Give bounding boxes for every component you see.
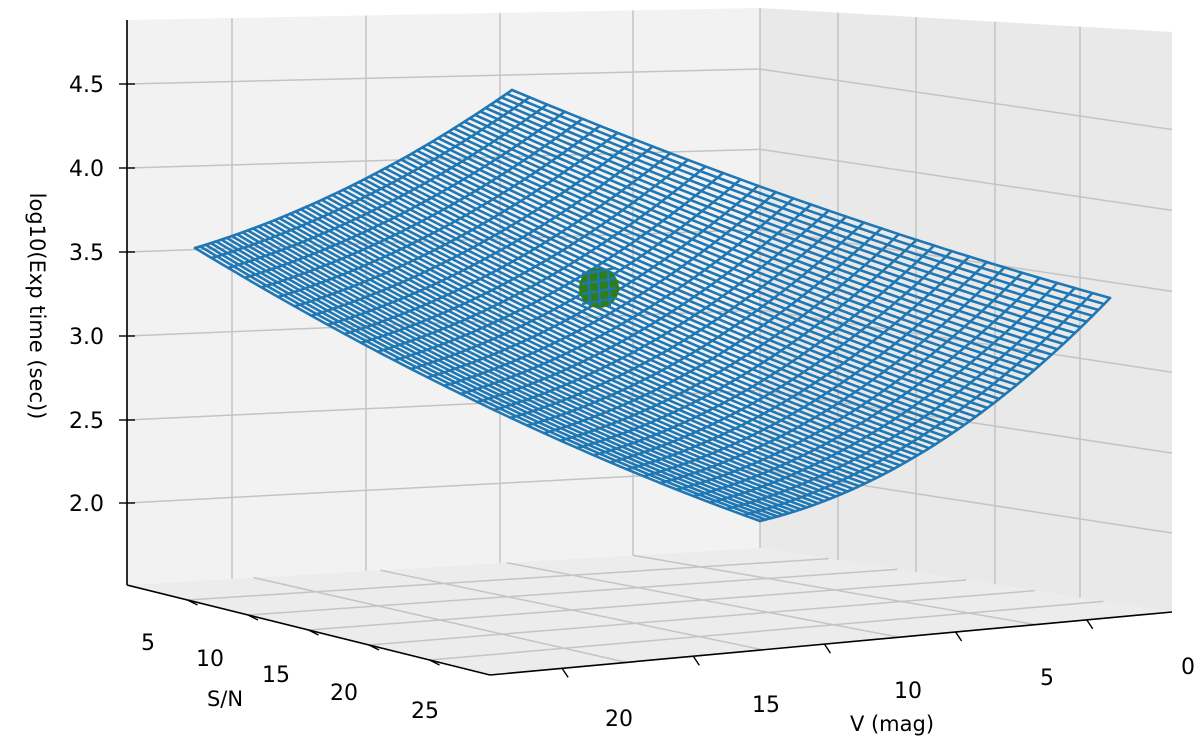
mesh-line (692, 276, 1041, 498)
x-tick-mark (692, 655, 700, 666)
mesh-line (742, 291, 1094, 517)
mesh-line (625, 255, 971, 471)
z-tick-label: 2.5 (69, 409, 104, 434)
mesh-line (443, 190, 778, 387)
pane-grid-line (126, 68, 761, 85)
mesh-line (526, 221, 866, 427)
y-tick-mark (187, 599, 198, 606)
y-tick-label: 10 (196, 647, 224, 672)
mesh-line (758, 296, 1112, 523)
z-tick-label: 4.5 (69, 73, 104, 98)
z-tick-label: 3.0 (69, 325, 104, 350)
x-axis-line (489, 611, 1173, 676)
y-tick-label: 15 (262, 663, 290, 688)
mesh-line (509, 215, 848, 420)
pane-grid-line (633, 554, 1036, 626)
x-tick-mark (1086, 619, 1094, 630)
pane-grid-line (308, 579, 967, 631)
mesh-line (675, 271, 1024, 491)
mesh-line (476, 203, 813, 404)
pane-grid-line (759, 148, 1173, 212)
mesh-line (226, 103, 549, 270)
x-axis-label: V (mag) (850, 712, 934, 736)
pane-grid-line (126, 468, 761, 504)
pane-grid-line (759, 68, 1173, 131)
x-axis-ticks: 20 15 10 5 0 (561, 619, 1195, 732)
z-tick-label: 2.0 (69, 492, 104, 517)
mesh-line (193, 88, 514, 250)
pane-grid-line (126, 228, 761, 253)
mesh-line (376, 165, 707, 353)
y-tick-mark (308, 629, 319, 636)
mesh-line (642, 260, 989, 478)
y-tick-mark (368, 644, 380, 651)
mesh-line (260, 117, 584, 289)
x-tick-label: 15 (752, 693, 780, 718)
mesh-line (276, 124, 602, 299)
mesh-line (343, 151, 672, 336)
surface-mesh (193, 88, 1112, 523)
mesh-line (210, 96, 531, 260)
mesh-line (326, 145, 654, 327)
mesh-line (393, 171, 725, 362)
mesh-line (609, 249, 953, 464)
pane-grid-line (380, 569, 763, 651)
z-tick-label: 3.5 (69, 241, 104, 266)
mesh-line (459, 197, 795, 396)
x-tick-label: 5 (1040, 666, 1054, 691)
mesh-line (725, 286, 1077, 511)
pane-grid-line (253, 576, 627, 664)
marker-mesh-overlay (581, 266, 617, 307)
mesh-line (293, 131, 619, 308)
mesh-line (492, 209, 830, 412)
x-tick-label: 10 (894, 679, 922, 704)
mesh-line (359, 158, 690, 345)
mesh-line (592, 244, 936, 457)
y-axis-label: S/N (207, 687, 243, 711)
mesh-line (575, 238, 918, 450)
mesh-line (409, 178, 742, 371)
y-tick-mark (429, 659, 440, 666)
pane-grid-line (368, 589, 1035, 646)
z-axis-ticks: 2.0 2.5 3.0 3.5 4.0 4.5 (69, 73, 135, 517)
y-tick-label: 25 (411, 699, 439, 724)
x-tick-mark (955, 631, 963, 642)
mesh-line (243, 110, 567, 279)
marker-mesh-line (586, 269, 592, 307)
pane-grid-line (429, 600, 1104, 661)
pane-grid-line (506, 562, 900, 638)
y-tick-label: 5 (141, 631, 155, 656)
x-tick-mark (823, 643, 832, 654)
mesh-line (310, 138, 637, 317)
right-back-pane (760, 8, 1172, 612)
pane-grid-line (247, 568, 898, 616)
marker-mesh-line (606, 269, 612, 307)
x-tick-label: 20 (605, 707, 633, 732)
x-tick-mark (561, 667, 569, 678)
mesh-line (659, 266, 1006, 485)
marker-mesh-line (596, 269, 602, 307)
x-tick-label: 0 (1181, 655, 1195, 680)
y-axis-ticks: 5 10 15 20 25 (141, 599, 440, 724)
mesh-line (708, 281, 1059, 504)
y-tick-mark (247, 614, 259, 621)
mesh-line (542, 227, 883, 435)
y-tick-label: 20 (330, 681, 358, 706)
mesh-line (559, 232, 901, 442)
z-axis-label: log10(Exp time (sec)) (25, 193, 49, 420)
z-tick-label: 4.0 (69, 157, 104, 182)
pane-grid-line (187, 557, 829, 601)
